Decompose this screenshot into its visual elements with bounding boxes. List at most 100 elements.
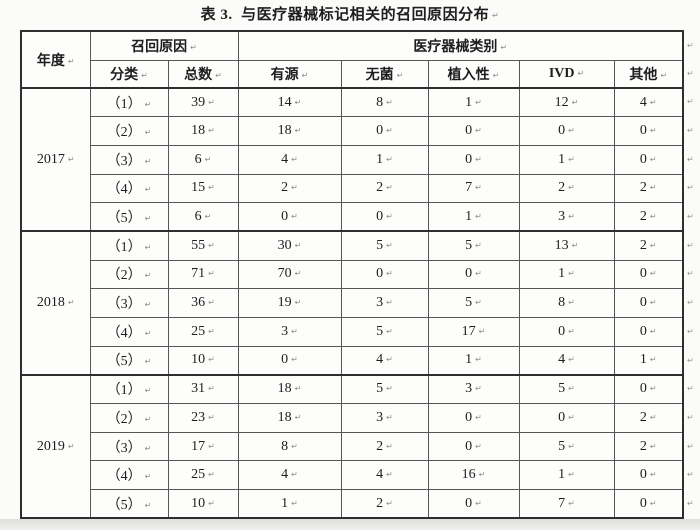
paragraph-mark-icon: ↵ [568, 355, 575, 365]
header-year: 年度 ↵ [20, 30, 91, 89]
paragraph-mark-icon: ↵ [386, 470, 393, 480]
paragraph-mark-icon: ↵ [687, 470, 694, 480]
table-row: （5） ↵ 6 ↵ 0 ↵ 0 ↵ 1 ↵ 3 ↵ 2 ↵ [21, 202, 684, 232]
total-cell: 25 ↵ [167, 460, 239, 491]
paragraph-mark-icon: ↵ [687, 326, 694, 336]
paragraph-mark-icon: ↵ [568, 126, 575, 136]
value-cell: 17 ↵ [427, 317, 520, 347]
paragraph-mark-icon: ↵ [144, 99, 152, 109]
category-cell: （1） ↵ [89, 373, 169, 405]
value-cell: 5 ↵ [427, 230, 520, 261]
paragraph-mark-icon: ↵ [568, 470, 575, 480]
value-cell: 0 ↵ [427, 489, 520, 519]
value-cell: 5 ↵ [340, 373, 429, 405]
value-cell: 1 ↵ [613, 345, 684, 376]
category-cell: （4） ↵ [89, 460, 169, 491]
paragraph-mark-icon: ↵ [144, 386, 152, 396]
paragraph-mark-icon: ↵ [649, 498, 657, 508]
paragraph-mark-icon: ↵ [568, 441, 575, 451]
value-cell: 1 ↵ [518, 460, 615, 491]
value-cell: 2 ↵ [340, 431, 429, 462]
value-cell: 5 ↵ [518, 431, 615, 462]
value-cell: 0 ↵ [518, 317, 615, 347]
paragraph-mark-icon: ↵ [144, 357, 152, 367]
paragraph-mark-icon: ↵ [208, 355, 215, 365]
paragraph-mark-icon: ↵ [386, 126, 393, 136]
header-row-2: 分类 ↵ 总数 ↵ 有源 ↵ 无菌 ↵ 植入性 ↵ IVD ↵ 其他 ↵ [21, 59, 684, 89]
value-cell: 3 ↵ [427, 373, 520, 405]
paragraph-mark-icon: ↵ [649, 384, 657, 394]
value-cell: 5 ↵ [427, 288, 520, 318]
header-device-category: 医疗器械类别 ↵ [237, 30, 684, 61]
paragraph-mark-icon: ↵ [291, 326, 298, 336]
category-cell: （4） ↵ [89, 317, 169, 347]
table-row: （2） ↵ 18 ↵ 18 ↵ 0 ↵ 0 ↵ 0 ↵ 0 ↵ [21, 116, 684, 146]
paragraph-mark-icon: ↵ [649, 441, 657, 451]
paragraph-mark-icon: ↵ [649, 412, 657, 422]
paragraph-mark-icon: ↵ [144, 243, 152, 253]
paragraph-mark-icon: ↵ [291, 498, 298, 508]
paragraph-mark-icon: ↵ [649, 154, 657, 164]
value-cell: 2 ↵ [613, 403, 684, 433]
paragraph-mark-icon: ↵ [294, 269, 302, 279]
paragraph-mark-icon: ↵ [500, 42, 508, 52]
year-cell: 2019 ↵ [20, 373, 91, 519]
value-cell: 2 ↵ [518, 173, 615, 204]
value-cell: 3 ↵ [340, 288, 429, 318]
paragraph-mark-icon: ↵ [291, 441, 298, 451]
paragraph-mark-icon: ↵ [386, 441, 393, 451]
category-cell: （1） ↵ [89, 230, 169, 261]
paragraph-mark-icon: ↵ [568, 298, 575, 308]
table-row: （3） ↵ 17 ↵ 8 ↵ 2 ↵ 0 ↵ 5 ↵ 2 ↵ [21, 431, 684, 462]
paragraph-mark-icon: ↵ [215, 70, 222, 80]
category-cell: （4） ↵ [89, 173, 169, 204]
table-title: 表 3. 与医疗器械标记相关的召回原因分布 ↵ [0, 3, 700, 24]
paragraph-mark-icon: ↵ [687, 154, 694, 164]
value-cell: 0 ↵ [427, 431, 520, 462]
paragraph-mark-icon: ↵ [577, 68, 585, 78]
value-cell: 3 ↵ [518, 202, 615, 232]
header-device-type: 植入性 ↵ [427, 59, 520, 89]
paragraph-mark-icon: ↵ [294, 97, 302, 107]
value-cell: 14 ↵ [237, 87, 342, 118]
value-cell: 0 ↵ [613, 317, 684, 347]
value-cell: 1 ↵ [427, 345, 520, 376]
paragraph-mark-icon: ↵ [144, 213, 152, 223]
paragraph-mark-icon: ↵ [386, 412, 393, 422]
paragraph-mark-icon: ↵ [492, 70, 500, 80]
paragraph-mark-icon: ↵ [294, 412, 302, 422]
value-cell: 8 ↵ [237, 431, 342, 462]
paragraph-mark-icon: ↵ [144, 128, 152, 138]
paragraph-mark-icon: ↵ [294, 126, 302, 136]
value-cell: 5 ↵ [340, 317, 429, 347]
value-cell: 7 ↵ [427, 173, 520, 204]
value-cell: 4 ↵ [340, 345, 429, 376]
paragraph-mark-icon: ↵ [396, 70, 404, 80]
paragraph-mark-icon: ↵ [294, 384, 302, 394]
table-row: （4） ↵ 15 ↵ 2 ↵ 2 ↵ 7 ↵ 2 ↵ 2 ↵ [21, 173, 684, 204]
paragraph-mark-icon: ↵ [291, 183, 298, 193]
paragraph-mark-icon: ↵ [687, 269, 694, 279]
value-cell: 5 ↵ [518, 373, 615, 405]
category-cell: （3） ↵ [89, 144, 169, 175]
paragraph-mark-icon: ↵ [386, 326, 393, 336]
paragraph-mark-icon: ↵ [386, 384, 393, 394]
paragraph-mark-icon: ↵ [208, 470, 215, 480]
paragraph-mark-icon: ↵ [144, 443, 152, 453]
paragraph-mark-icon: ↵ [568, 154, 575, 164]
value-cell: 4 ↵ [518, 345, 615, 376]
value-cell: 2 ↵ [613, 431, 684, 462]
value-cell: 13 ↵ [518, 230, 615, 261]
table-row: 2017 ↵ （1） ↵ 39 ↵ 14 ↵ 8 ↵ 1 ↵ 12 ↵ 4 ↵ [20, 86, 684, 232]
paragraph-mark-icon: ↵ [208, 97, 215, 107]
value-cell: 8 ↵ [518, 288, 615, 318]
paragraph-mark-icon: ↵ [291, 470, 298, 480]
paragraph-mark-icon: ↵ [144, 414, 152, 424]
paragraph-mark-icon: ↵ [208, 384, 215, 394]
paragraph-mark-icon: ↵ [208, 412, 215, 422]
paragraph-mark-icon: ↵ [386, 498, 393, 508]
paragraph-mark-icon: ↵ [568, 183, 575, 193]
paragraph-mark-icon: ↵ [475, 298, 482, 308]
header-device-type: IVD ↵ [518, 59, 615, 89]
total-cell: 55 ↵ [167, 230, 239, 261]
